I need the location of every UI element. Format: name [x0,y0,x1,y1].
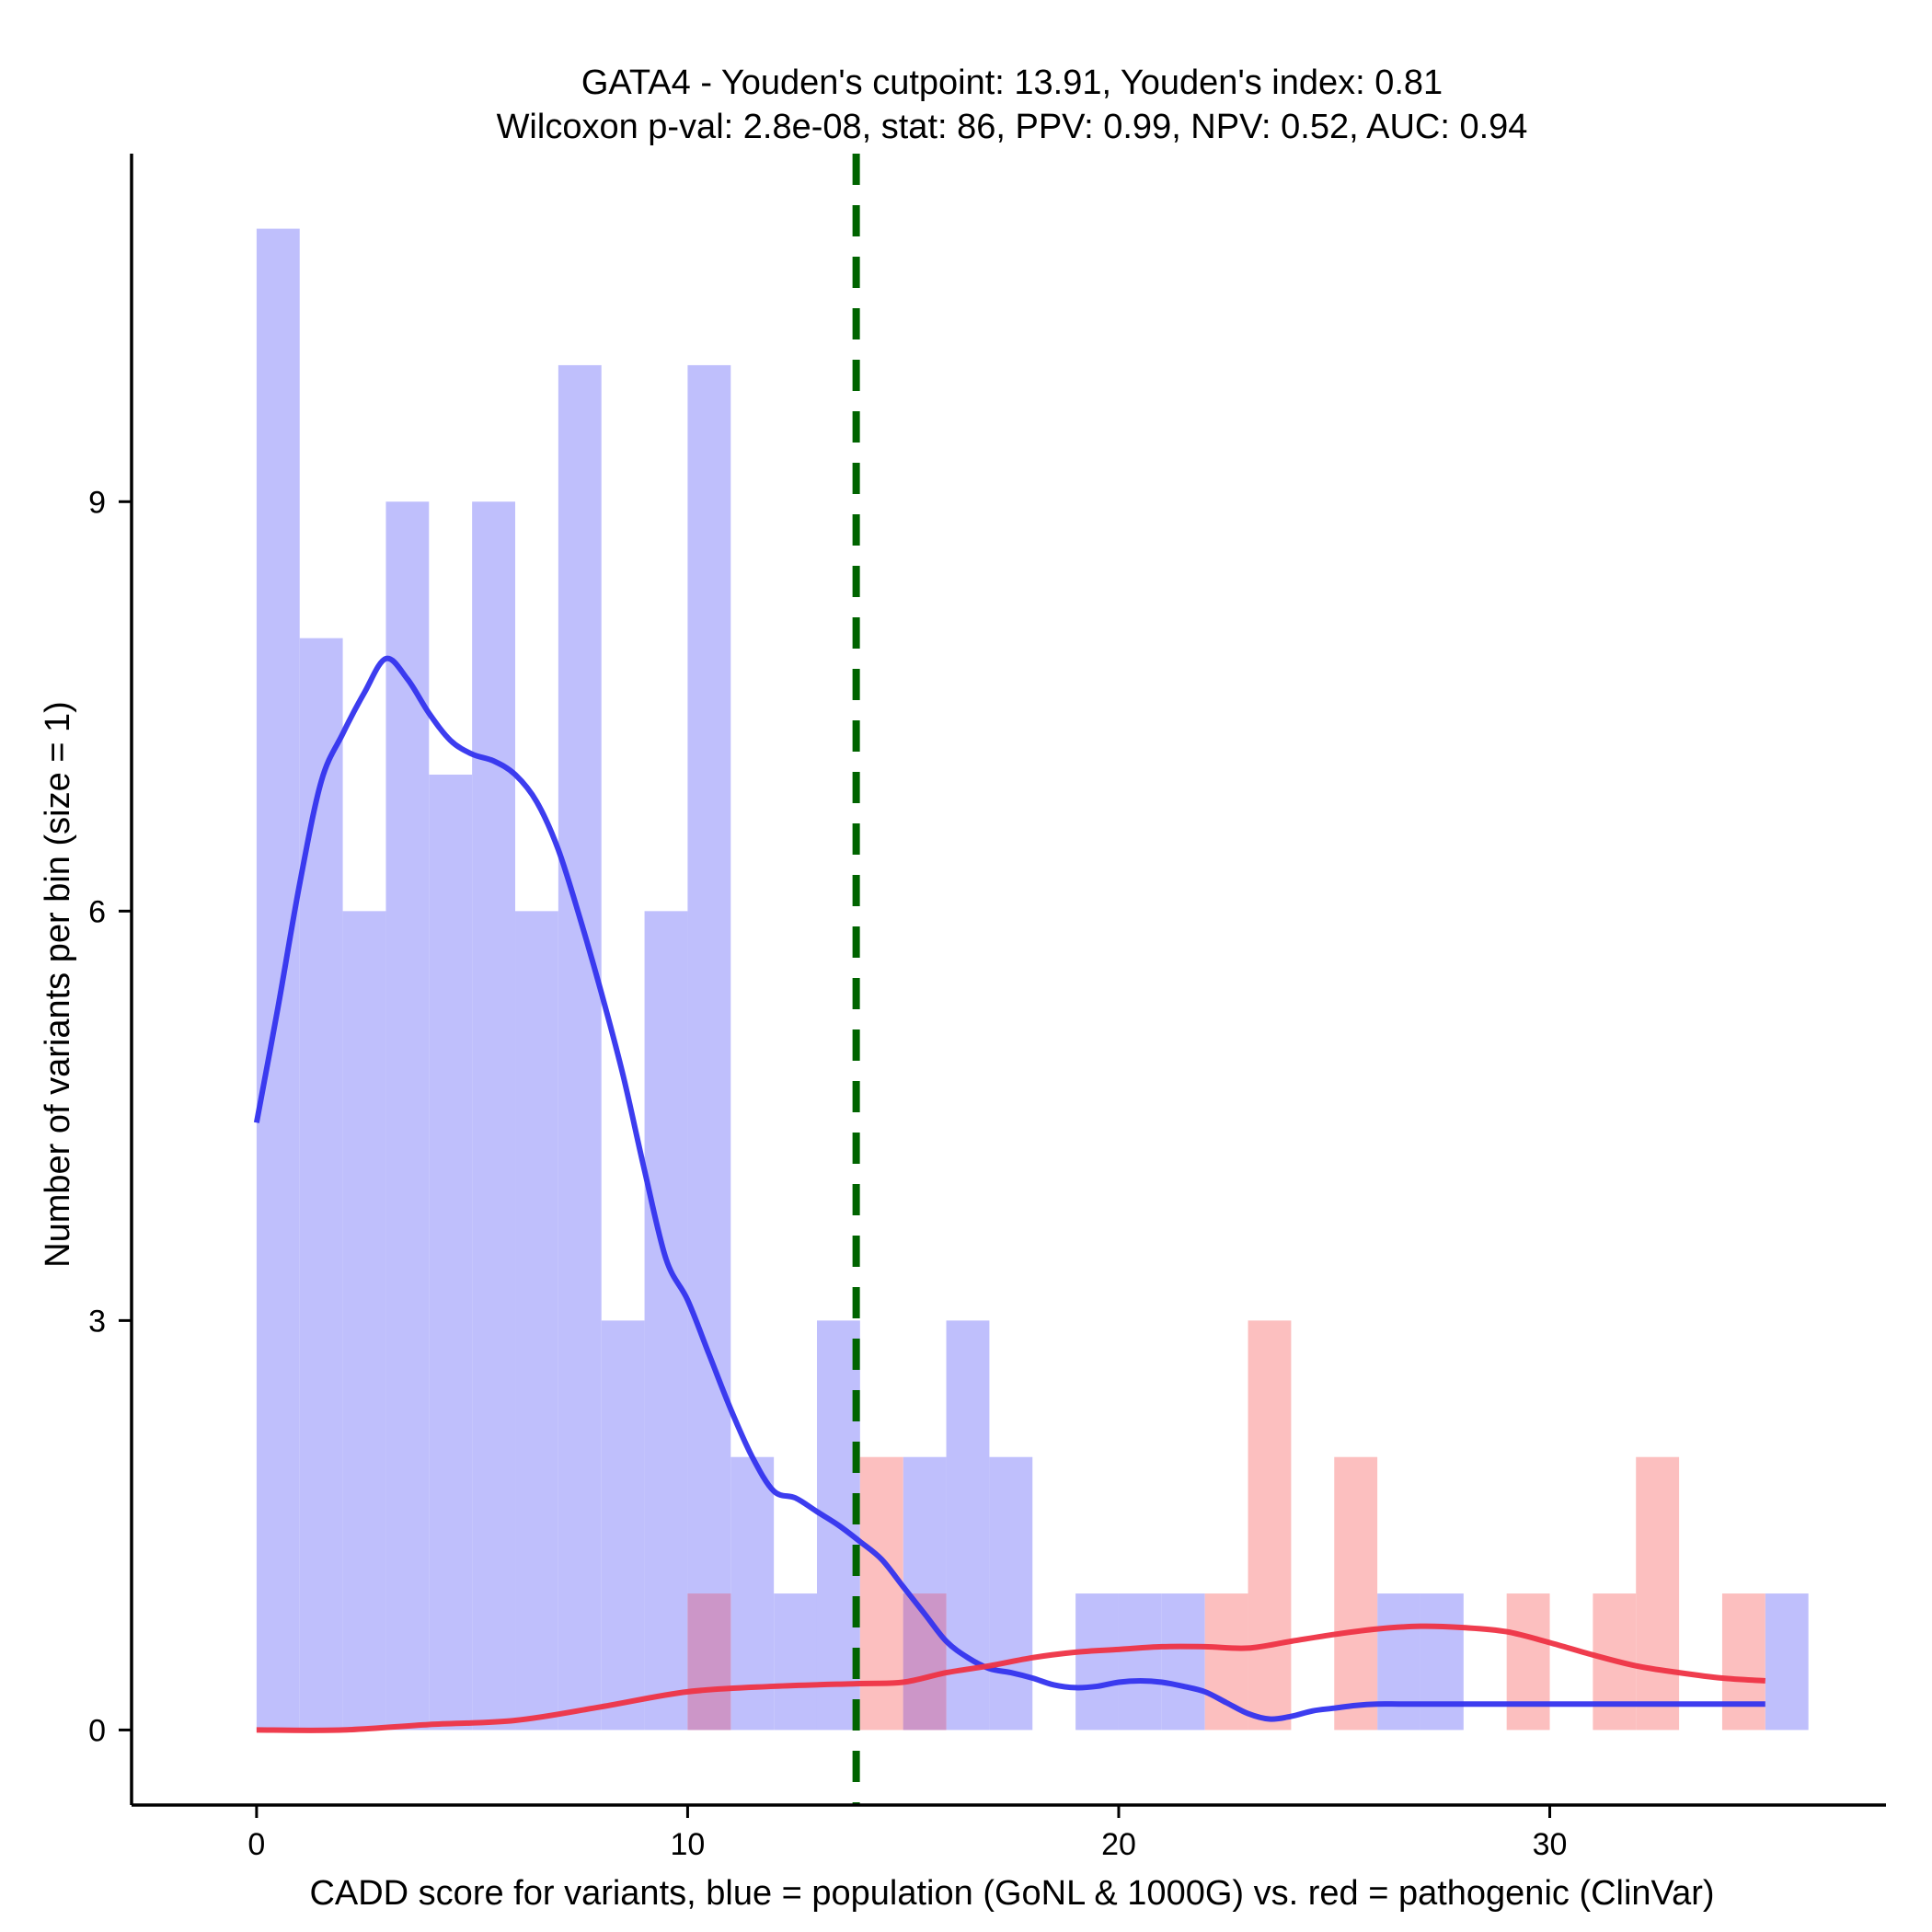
population-bar [687,364,731,1731]
population-bar [946,1320,990,1731]
population-bar [558,364,602,1731]
population-bar [1161,1593,1205,1731]
x-tick-label: 30 [1533,1827,1568,1862]
x-axis-label: CADD score for variants, blue = populati… [309,1874,1714,1913]
population-bars [256,228,1809,1731]
population-bar [1765,1593,1809,1731]
y-tick-label: 6 [88,894,106,929]
population-bar [515,911,558,1731]
x-tick-label: 10 [671,1827,706,1862]
population-bar [774,1593,817,1731]
x-tick-label: 20 [1101,1827,1136,1862]
y-tick-label: 9 [88,485,106,520]
overlap-bar [687,1593,731,1731]
pathogenic-bar [1248,1320,1292,1731]
y-tick-label: 0 [88,1713,106,1748]
y-axis-label: Number of variants per bin (size = 1) [39,701,77,1268]
population-bar [1075,1593,1119,1731]
population-bar [601,1320,645,1731]
population-bar [342,911,386,1731]
population-bar [1118,1593,1162,1731]
population-bar [472,501,516,1731]
population-bar [989,1456,1033,1731]
y-axis-ticks: 0 3 6 9 [88,485,132,1748]
density-lines [253,655,1765,1733]
population-bar [256,228,300,1731]
chart-title-line-1: GATA4 - Youden's cutpoint: 13.91, Youden… [581,63,1443,102]
pathogenic-bar [859,1456,903,1731]
x-tick-label: 0 [247,1827,265,1862]
population-bar [644,911,688,1731]
pathogenic-bar [1506,1593,1550,1731]
population-bar [385,501,430,1731]
pathogenic-bar [1721,1593,1765,1731]
chart-title-line-2: Wilcoxon p-val: 2.8e-08, stat: 86, PPV: … [497,108,1528,146]
population-bar [1420,1593,1464,1731]
y-tick-label: 3 [88,1304,106,1339]
population-bar [1377,1593,1420,1731]
pathogenic-bars [687,1320,1765,1731]
x-axis-ticks: 0 10 20 30 [247,1805,1567,1862]
pathogenic-density-line [256,1623,1765,1733]
population-bar [429,774,473,1731]
population-bar [299,638,343,1731]
pathogenic-bar [1334,1456,1378,1731]
pathogenic-bar [1636,1456,1680,1731]
